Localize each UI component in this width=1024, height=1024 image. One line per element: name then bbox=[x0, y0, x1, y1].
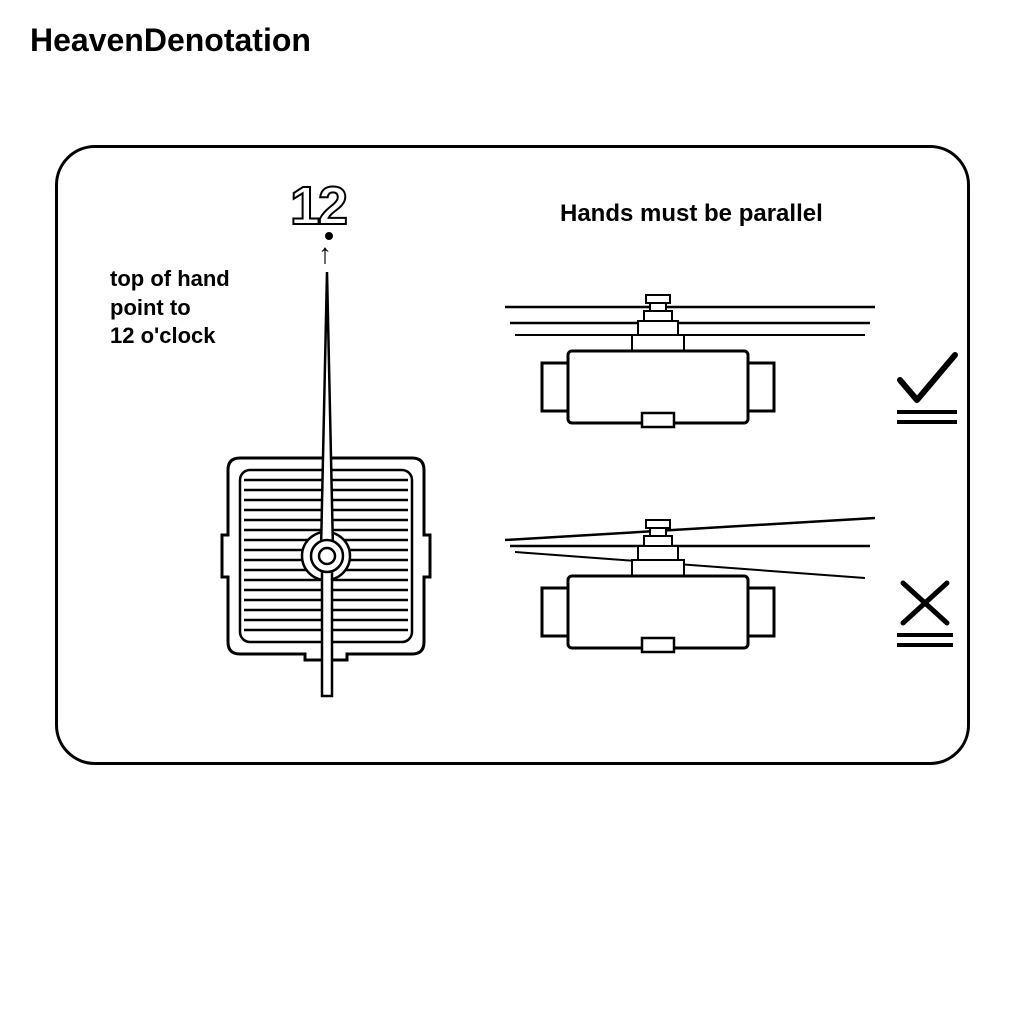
side-view-incorrect bbox=[500, 510, 880, 670]
left-instruction-label: top of hand point to 12 o'clock bbox=[110, 265, 230, 351]
check-icon bbox=[895, 350, 965, 430]
watermark-text: HeavenDenotation bbox=[30, 22, 311, 59]
arrow-up-icon: ↑ bbox=[318, 238, 332, 270]
diagram-frame bbox=[55, 145, 970, 765]
label-line-1: top of hand bbox=[110, 265, 230, 294]
label-line-2: point to bbox=[110, 294, 230, 323]
parallel-instruction-title: Hands must be parallel bbox=[560, 200, 823, 228]
clock-number-12: 12 bbox=[290, 175, 346, 237]
label-line-3: 12 o'clock bbox=[110, 322, 230, 351]
side-view-correct bbox=[500, 285, 880, 445]
cross-icon bbox=[895, 575, 965, 655]
clock-hand-long bbox=[302, 270, 352, 710]
